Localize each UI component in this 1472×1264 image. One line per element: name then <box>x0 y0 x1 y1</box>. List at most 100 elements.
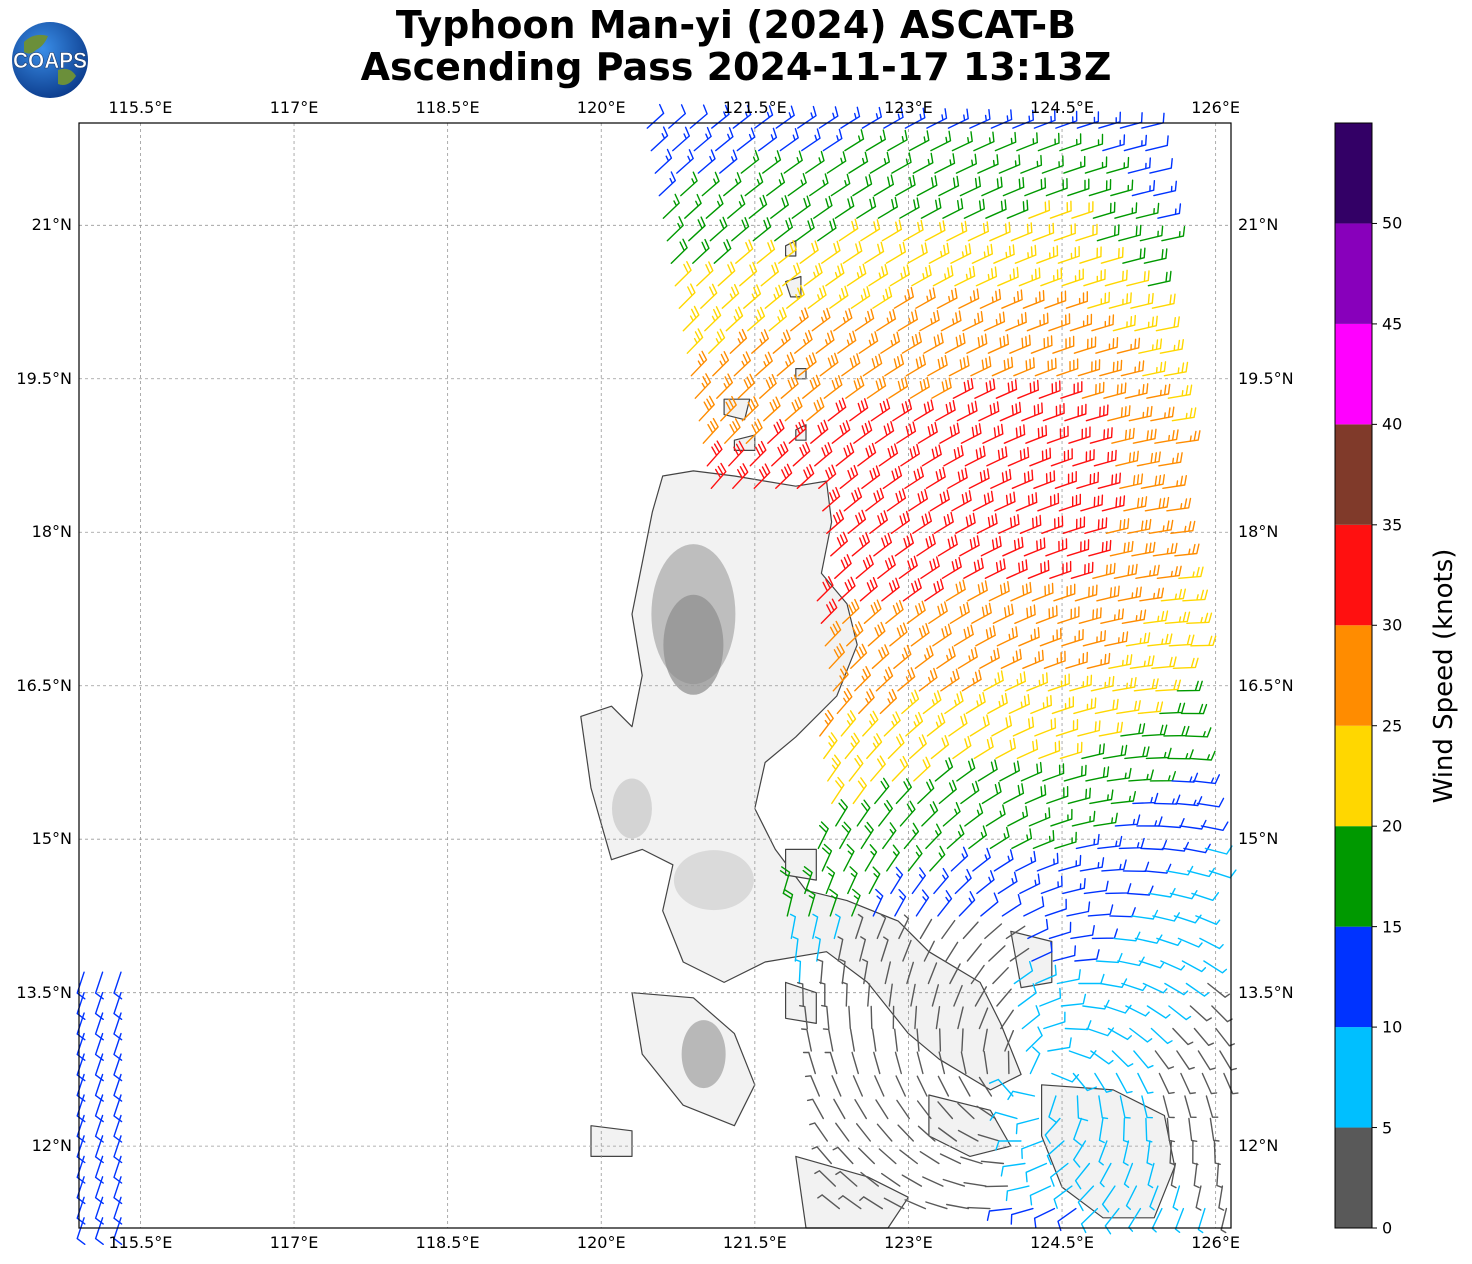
wind-barb <box>1096 224 1120 242</box>
wind-barb <box>928 601 948 624</box>
wind-barb <box>1169 890 1198 900</box>
wind-barb <box>831 776 845 805</box>
wind-barb <box>893 286 914 309</box>
land-layer <box>580 240 1176 1229</box>
wind-barb <box>1096 585 1120 602</box>
wind-barb <box>809 1122 828 1142</box>
wind-barb <box>1133 678 1159 692</box>
wind-barb <box>883 711 901 737</box>
wind-barb <box>1058 493 1081 512</box>
wind-barb <box>815 330 835 354</box>
wind-barb <box>670 238 688 264</box>
wind-barb <box>862 353 883 377</box>
wind-barb <box>939 1153 962 1165</box>
colorbar-bin <box>1335 524 1372 626</box>
wind-barb <box>913 756 931 782</box>
wind-barb <box>1168 634 1195 647</box>
wind-barb <box>982 423 1004 444</box>
wind-barb <box>1174 543 1200 557</box>
wind-barb <box>1020 761 1043 782</box>
wind-barb <box>910 623 930 647</box>
wind-barb <box>1059 133 1082 152</box>
wind-barb <box>1166 497 1192 512</box>
wind-barb <box>1104 631 1129 647</box>
wind-barb <box>1158 452 1183 467</box>
colorbar-frame <box>1334 122 1373 1229</box>
wind-barb <box>901 1174 923 1187</box>
wind-barb <box>973 131 995 152</box>
wind-barb <box>819 352 839 377</box>
wind-barb <box>993 244 1015 264</box>
wind-barb <box>784 396 803 422</box>
wind-barb <box>682 305 700 332</box>
wind-barb <box>795 218 815 242</box>
wind-barb <box>969 109 991 129</box>
wind-barb <box>934 757 954 782</box>
wind-barb <box>1046 425 1069 444</box>
wind-barb <box>1076 471 1099 489</box>
wind-barb <box>932 265 954 287</box>
wind-barb <box>1122 247 1146 264</box>
wind-barb <box>939 1028 942 1052</box>
wind-barb <box>835 799 848 827</box>
wind-barb <box>1080 494 1104 512</box>
wind-barb <box>848 1005 851 1030</box>
wind-barb <box>1059 741 1083 760</box>
wind-barb <box>1131 541 1156 557</box>
wind-barb <box>952 735 972 760</box>
wind-barb <box>1036 852 1059 872</box>
wind-barb <box>1113 931 1141 942</box>
wind-barb <box>898 914 910 940</box>
wind-barb <box>984 558 1006 579</box>
wind-barb <box>1008 694 1030 715</box>
wind-barb <box>811 1146 832 1165</box>
wind-barb <box>852 777 867 805</box>
wind-barb <box>960 1051 967 1075</box>
wind-barb <box>941 919 956 940</box>
wind-barb <box>748 194 768 219</box>
wind-barb <box>880 936 889 962</box>
wind-barb <box>94 1094 104 1123</box>
wind-barb <box>942 802 961 827</box>
wind-barb <box>835 1170 858 1187</box>
wind-barb <box>957 647 978 669</box>
wind-barb <box>872 286 893 309</box>
wind-barb <box>919 1151 940 1165</box>
wind-barb <box>1072 1072 1097 1092</box>
wind-barb <box>1029 1185 1052 1206</box>
wind-barb <box>1110 179 1134 197</box>
wind-barb <box>1151 656 1177 669</box>
wind-barb <box>974 378 996 399</box>
wind-barb <box>977 154 999 174</box>
wind-barb <box>732 463 749 489</box>
wind-barb <box>1023 896 1045 917</box>
wind-barb <box>758 127 778 152</box>
wind-barb <box>1001 894 1022 917</box>
wind-barb <box>854 666 871 692</box>
lon-tick-top: 115.5°E <box>108 98 173 117</box>
wind-barb <box>763 396 781 422</box>
wind-barb <box>1078 973 1105 985</box>
wind-barb <box>1155 316 1180 332</box>
lon-tick-top: 124.5°E <box>1030 98 1094 117</box>
wind-barb <box>841 981 848 1007</box>
wind-barb <box>885 600 904 624</box>
wind-barb <box>933 867 949 895</box>
wind-barb <box>838 1195 862 1210</box>
wind-barb <box>851 1051 859 1075</box>
wind-barb <box>881 577 900 602</box>
wind-barb <box>878 799 893 827</box>
wind-barb <box>1088 539 1112 557</box>
wind-barb <box>867 621 886 647</box>
colorbar-bin <box>1335 1127 1372 1228</box>
wind-barb <box>113 1073 123 1102</box>
wind-barb <box>969 714 990 737</box>
wind-barb <box>720 395 737 422</box>
wind-barb <box>1037 132 1060 152</box>
wind-barb <box>846 263 867 287</box>
wind-barb <box>747 306 766 332</box>
wind-barb <box>1144 863 1172 874</box>
wind-barb <box>908 488 928 512</box>
wind-barb <box>840 710 857 737</box>
colorbar-bin <box>1335 424 1372 525</box>
